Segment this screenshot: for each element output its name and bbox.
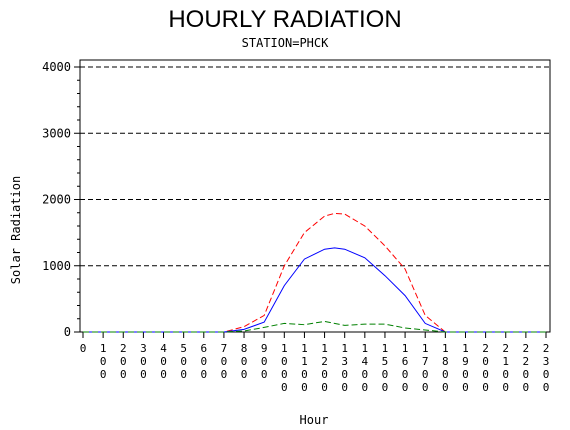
- chart-subtitle: STATION=PHCK: [241, 36, 329, 50]
- y-tick-label: 0: [64, 325, 71, 339]
- series-line-2: [83, 247, 546, 333]
- y-tick-label: 4000: [42, 60, 71, 74]
- chart-title: HOURLY RADIATION: [168, 6, 402, 33]
- series-group: [83, 212, 546, 333]
- y-tick-label: 1000: [42, 259, 71, 273]
- plot-frame: [79, 59, 551, 333]
- y-axis-label: Solar Radiation: [9, 176, 23, 284]
- x-axis: 0 1 0 0 2 0 0 3 0 0 4 0 0 5 0 0 6 0 0 7 0 0 8 0 0 9 0 0 1 0 0 0 1 1 0 0 1 2 0 0…: [80, 332, 550, 394]
- grid-lines: [80, 66, 550, 267]
- x-axis-label: Hour: [300, 413, 329, 427]
- x-tick-label: 0: [80, 342, 87, 355]
- series-line-3: [83, 320, 546, 333]
- y-axis: 0 1000 2000 3000 4000: [42, 60, 80, 339]
- series-line-1: [83, 212, 546, 333]
- y-tick-label: 3000: [42, 126, 71, 140]
- y-tick-label: 2000: [42, 193, 71, 207]
